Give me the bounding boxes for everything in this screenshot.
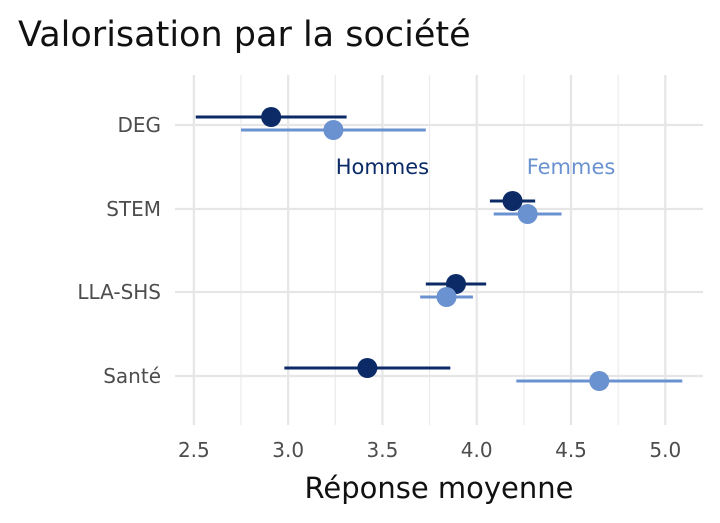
point-femmes-stem: [517, 204, 538, 224]
x-tick-label: 5.0: [649, 438, 681, 462]
point-femmes-sante: [589, 371, 610, 391]
chart-title: Valorisation par la société: [18, 15, 471, 55]
point-femmes-deg: [323, 120, 344, 140]
point-hommes-deg: [261, 107, 282, 127]
point-hommes-stem: [502, 191, 523, 211]
series-marks: [195, 107, 683, 391]
annotation-hommes: Hommes: [336, 155, 429, 179]
point-hommes-sante: [357, 358, 378, 378]
y-tick-label-stem: STEM: [106, 197, 161, 221]
series-annotations: Hommes Femmes: [336, 155, 616, 179]
gridlines: [175, 75, 703, 425]
series-femmes: [241, 120, 683, 391]
y-tick-labels: DEG STEM LLA-SHS Santé: [77, 113, 161, 388]
x-tick-labels: 2.5 3.0 3.5 4.0 4.5 5.0: [178, 438, 681, 462]
y-tick-label-deg: DEG: [117, 113, 161, 137]
x-tick-label: 4.0: [461, 438, 493, 462]
x-tick-label: 2.5: [178, 438, 210, 462]
series-hommes: [195, 107, 536, 378]
point-femmes-lla-shs: [436, 287, 457, 307]
y-tick-label-lla-shs: LLA-SHS: [77, 280, 161, 304]
y-tick-label-sante: Santé: [103, 364, 161, 388]
x-tick-label: 4.5: [555, 438, 587, 462]
x-axis-title: Réponse moyenne: [305, 471, 574, 505]
annotation-femmes: Femmes: [527, 155, 616, 179]
x-tick-label: 3.0: [272, 438, 304, 462]
x-tick-label: 3.5: [367, 438, 399, 462]
